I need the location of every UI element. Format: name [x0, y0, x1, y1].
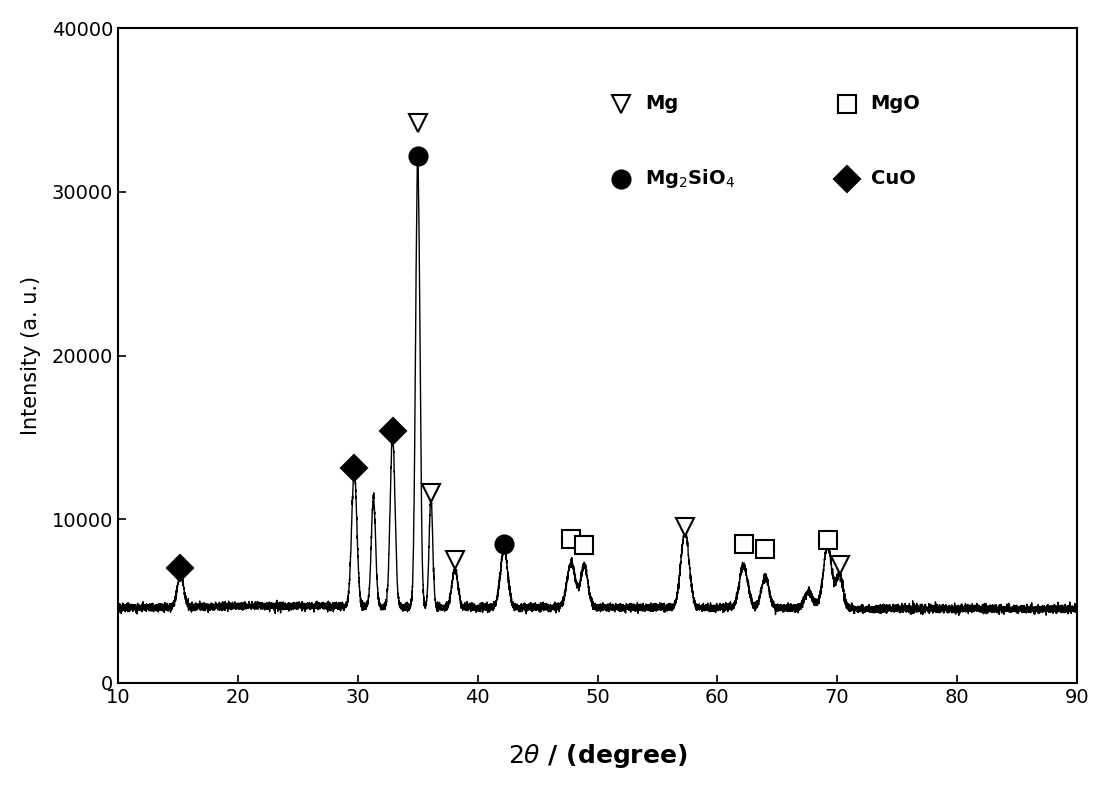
Y-axis label: Intensity (a. u.): Intensity (a. u.)	[21, 276, 41, 435]
Text: Mg$_2$SiO$_4$: Mg$_2$SiO$_4$	[645, 167, 736, 190]
Text: $2\theta$ / (degree): $2\theta$ / (degree)	[507, 741, 687, 769]
Text: Mg: Mg	[645, 94, 678, 113]
Text: CuO: CuO	[870, 169, 916, 189]
Text: MgO: MgO	[870, 94, 920, 113]
